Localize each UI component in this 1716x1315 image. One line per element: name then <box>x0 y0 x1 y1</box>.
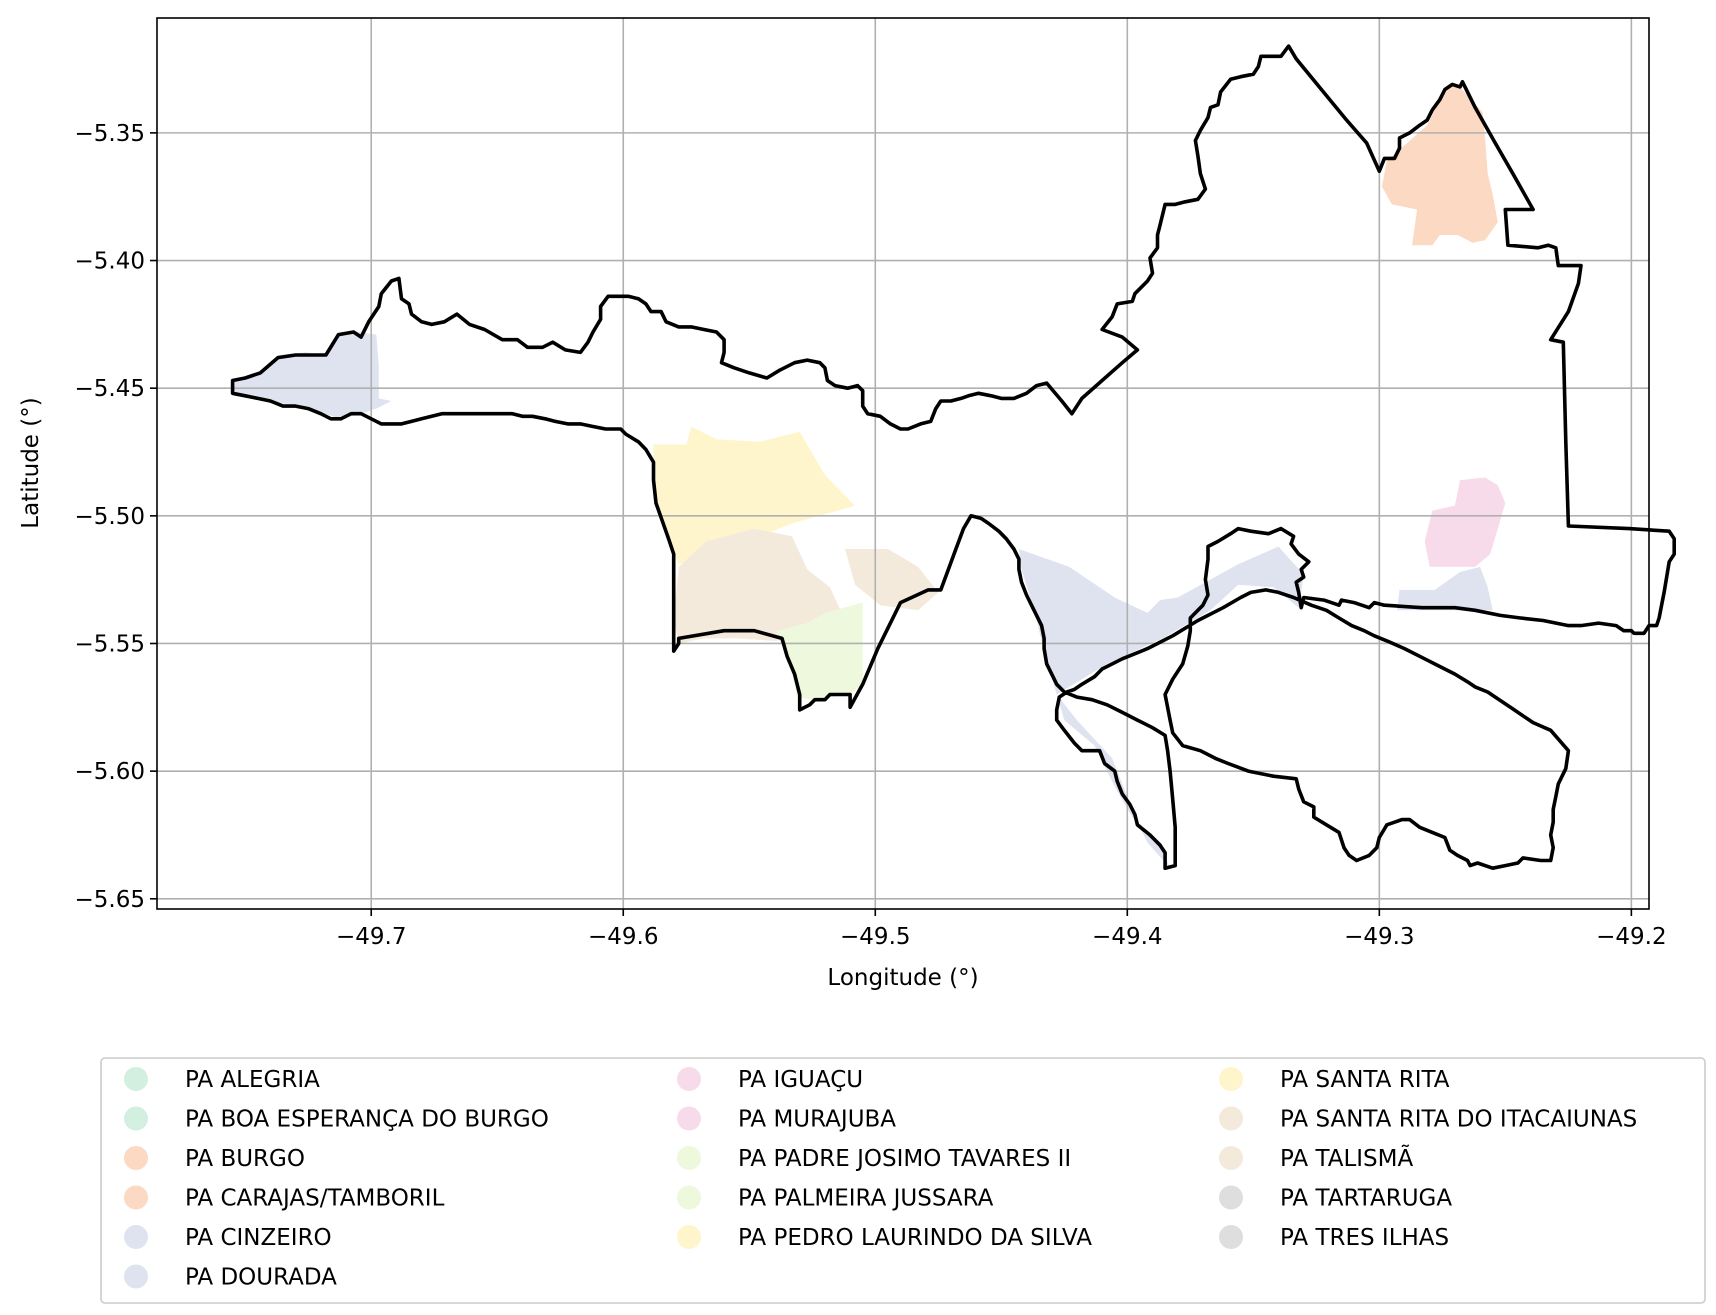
legend-label: PA PADRE JOSIMO TAVARES II <box>738 1146 1071 1172</box>
region-pa-santa-rita <box>653 426 856 565</box>
legend-swatch <box>124 1264 148 1289</box>
x-tick-label: −49.5 <box>840 924 910 950</box>
y-tick-label: −5.65 <box>75 887 145 913</box>
legend-swatch <box>124 1146 148 1170</box>
legend-frame <box>100 1057 1706 1304</box>
y-tick-label: −5.50 <box>75 504 145 530</box>
legend-label: PA TRES ILHAS <box>1280 1225 1449 1251</box>
legend-label: PA PALMEIRA JUSSARA <box>738 1186 994 1212</box>
y-axis-label: Latitude (°) <box>18 397 44 528</box>
legend-label: PA CARAJAS/TAMBORIL <box>185 1186 445 1212</box>
x-axis-label: Longitude (°) <box>827 965 978 991</box>
legend-label: PA PEDRO LAURINDO DA SILVA <box>738 1225 1092 1251</box>
y-axis-ticks: −5.35 −5.40 −5.45 −5.50 −5.55 −5.60 −5.65 <box>75 121 157 913</box>
legend-label: PA IGUAÇU <box>738 1067 863 1093</box>
legend-label: PA SANTA RITA <box>1280 1067 1450 1093</box>
legend-swatch <box>677 1146 701 1170</box>
y-tick-label: −5.40 <box>75 249 145 275</box>
legend-swatch <box>124 1106 148 1131</box>
legend-label: PA DOURADA <box>185 1265 337 1291</box>
legend-swatch <box>1219 1146 1243 1170</box>
legend-swatch <box>677 1225 701 1249</box>
municipality-boundary <box>230 44 1676 871</box>
grid-layer <box>157 18 1649 909</box>
legend-swatch <box>677 1106 701 1131</box>
y-tick-label: −5.45 <box>75 376 145 402</box>
legend-swatch <box>1219 1106 1243 1131</box>
x-tick-label: −49.4 <box>1092 924 1162 950</box>
region-pa-murajuba <box>1424 477 1506 567</box>
region-pa-santa-rita-do-itacaiunas <box>673 528 851 644</box>
legend-swatch <box>1219 1067 1243 1091</box>
legend-swatch <box>1219 1225 1243 1249</box>
x-tick-label: −49.3 <box>1344 924 1414 950</box>
region-pa-igua-u <box>1397 566 1493 611</box>
legend-items: PA ALEGRIA PA BOA ESPERANÇA DO BURGO PA BU… <box>124 1067 1637 1291</box>
legend-label: PA BOA ESPERANÇA DO BURGO <box>185 1107 549 1133</box>
y-tick-label: −5.60 <box>75 759 145 785</box>
legend-swatch <box>677 1185 701 1210</box>
region-layer <box>232 84 1506 869</box>
legend-label: PA SANTA RITA DO ITACAIUNAS <box>1280 1107 1637 1133</box>
legend-label: PA TARTARUGA <box>1280 1186 1452 1212</box>
region-pa-burgo <box>1381 84 1498 246</box>
x-axis-ticks: −49.7 −49.6 −49.5 −49.4 −49.3 −49.2 <box>336 909 1667 950</box>
legend-swatch <box>1219 1185 1243 1210</box>
legend-label: PA MURAJUBA <box>738 1107 896 1133</box>
region-pa-cinzeiro <box>1018 546 1304 869</box>
x-tick-label: −49.7 <box>336 924 406 950</box>
y-tick-label: −5.35 <box>75 121 145 147</box>
legend-label: PA ALEGRIA <box>185 1067 320 1093</box>
x-tick-label: −49.2 <box>1596 924 1666 950</box>
axes-frame <box>156 17 1650 910</box>
legend-label: PA TALISMÃ <box>1280 1144 1413 1172</box>
x-tick-label: −49.6 <box>588 924 658 950</box>
legend-swatch <box>124 1185 148 1210</box>
region-pa-padre-josimo-tavares-ii <box>777 602 863 700</box>
legend-swatch <box>677 1067 701 1091</box>
legend-label: PA BURGO <box>185 1146 305 1172</box>
legend-label: PA CINZEIRO <box>185 1225 332 1251</box>
y-tick-label: −5.55 <box>75 631 145 657</box>
legend-swatch <box>124 1225 148 1249</box>
plot-area <box>156 17 1676 910</box>
legend: PA ALEGRIA PA BOA ESPERANÇA DO BURGO PA BU… <box>100 1057 1706 1304</box>
boundary-layer <box>230 44 1676 871</box>
legend-swatch <box>124 1067 148 1091</box>
region-pa-dourada <box>232 332 392 419</box>
